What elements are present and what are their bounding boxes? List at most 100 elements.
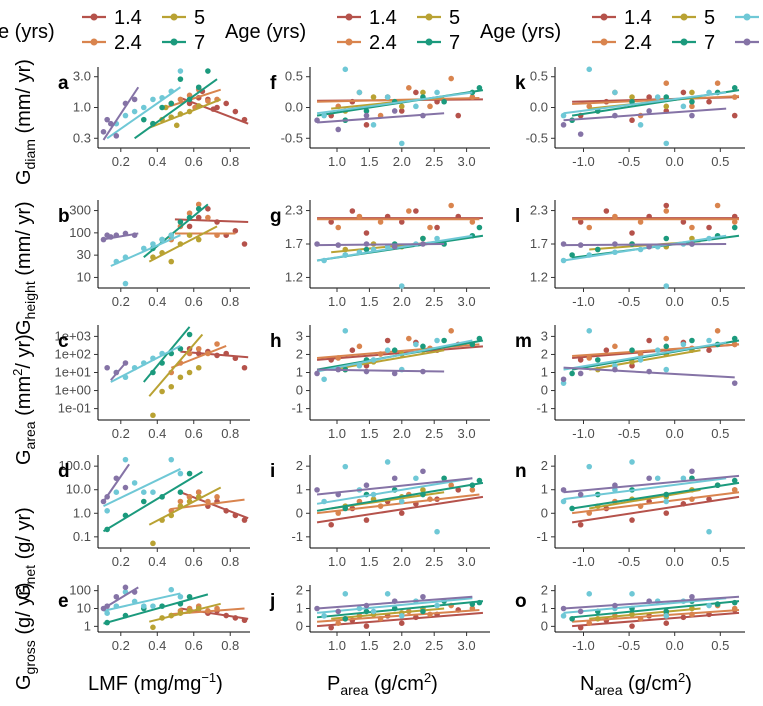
fit-line-5 xyxy=(148,98,222,129)
fit-line-2.4 xyxy=(317,97,480,103)
panel-l: -1.0 -0.5 0.0 0.5 1.2 1.7 2.3 l xyxy=(515,200,745,309)
y3-end: (mm xyxy=(13,376,35,422)
y-tick-label: 1.7 xyxy=(530,236,548,251)
x-tick-label: 1.0 xyxy=(328,426,346,441)
data-point-1.4 xyxy=(328,521,334,528)
data-point-1.4 xyxy=(603,347,610,354)
y-tick-label: -0.5 xyxy=(526,130,548,145)
fit-line-10 xyxy=(316,339,473,373)
data-point-5 xyxy=(177,374,184,381)
data-point-10 xyxy=(680,475,687,482)
data-point-15 xyxy=(314,487,320,493)
y-tick-label: 1 xyxy=(296,482,303,497)
data-point-10 xyxy=(654,475,661,482)
data-point-1.4 xyxy=(232,108,239,115)
data-point-10 xyxy=(654,347,661,354)
data-point-10 xyxy=(398,498,405,505)
x-mid-main: P xyxy=(327,673,340,695)
x-tick-label: 0.0 xyxy=(666,554,684,569)
data-point-10 xyxy=(104,508,110,514)
fit-line-10 xyxy=(106,86,181,140)
y-tick-label: 1e+03 xyxy=(54,328,91,343)
data-point-1.4 xyxy=(205,206,211,212)
data-point-10 xyxy=(560,112,567,119)
fit-line-2.4 xyxy=(571,491,740,515)
y-tick-label: 0.5 xyxy=(285,69,303,84)
data-point-2.4 xyxy=(586,620,593,626)
data-point-1.4 xyxy=(328,624,334,631)
y-tick-label: 1 xyxy=(541,482,548,497)
data-point-10 xyxy=(131,480,138,486)
data-point-10 xyxy=(629,591,635,597)
data-point-7 xyxy=(168,100,175,107)
y-axis-title-gdiam: Gdiam (mm/ yr) xyxy=(13,59,38,185)
data-point-15 xyxy=(577,491,584,498)
data-point-2.4 xyxy=(663,208,670,214)
x-tick-label: 0.2 xyxy=(112,294,130,309)
x-tick-label: 0.8 xyxy=(221,294,239,309)
x-right-sub: area xyxy=(594,682,622,698)
y-tick-label: 2 xyxy=(296,583,303,598)
data-point-2.4 xyxy=(586,224,593,231)
x-axis-title-lmf: LMF (mg/mg−1) xyxy=(88,670,223,695)
data-point-7 xyxy=(731,477,738,484)
data-point-5 xyxy=(168,383,175,390)
fit-line-7 xyxy=(316,600,484,619)
legend-key-1.4-dot xyxy=(90,13,98,21)
data-point-5 xyxy=(195,236,202,243)
x-tick-label: 0.4 xyxy=(148,554,166,569)
data-point-10 xyxy=(150,241,156,247)
y-tick-label: 10 xyxy=(77,269,91,284)
data-point-1.4 xyxy=(663,620,670,626)
x-tick-label: 0.2 xyxy=(112,426,130,441)
y-tick-label: 10 xyxy=(77,601,91,616)
data-point-1.4 xyxy=(577,521,584,528)
data-point-15 xyxy=(122,484,129,491)
y-tick-label: 0.3 xyxy=(73,130,91,145)
fit-line-15 xyxy=(563,366,735,379)
y-tick-label: 2 xyxy=(296,458,303,473)
data-point-15 xyxy=(104,364,110,371)
data-point-1.4 xyxy=(398,620,405,626)
data-point-7 xyxy=(476,477,483,484)
legend3-label-1.4: 1.4 xyxy=(624,7,652,29)
data-point-1.4 xyxy=(629,230,635,236)
data-point-7 xyxy=(363,246,370,253)
data-point-2.4 xyxy=(195,345,202,352)
data-point-10 xyxy=(654,94,661,100)
data-point-10 xyxy=(560,380,567,386)
x-tick-label: -1.0 xyxy=(572,294,594,309)
legend3-key-10-dot xyxy=(743,13,751,21)
fit-line-5 xyxy=(589,488,701,510)
data-point-2.4 xyxy=(731,219,738,225)
data-point-2.4 xyxy=(427,224,433,231)
x-tick-label: 1.0 xyxy=(328,294,346,309)
data-point-5 xyxy=(629,94,635,100)
y3-sup: 2 xyxy=(10,369,25,376)
y-axis-title-gnet: Gnet (g/ yr) xyxy=(13,507,38,600)
fit-line-7 xyxy=(102,470,203,533)
data-point-2.4 xyxy=(177,498,184,505)
data-point-1.4 xyxy=(398,510,405,516)
data-point-1.4 xyxy=(363,517,370,523)
y-tick-label: 1.2 xyxy=(285,269,303,284)
fit-line-1.4 xyxy=(316,611,484,628)
fit-line-15 xyxy=(563,595,740,610)
data-point-2.4 xyxy=(406,335,412,342)
x-tick-label: 0.5 xyxy=(711,426,729,441)
data-point-7 xyxy=(569,505,575,512)
fit-line-10 xyxy=(110,234,181,267)
data-point-10 xyxy=(384,591,391,597)
x-tick-label: 0.4 xyxy=(148,294,166,309)
y3-sub: area xyxy=(22,421,38,449)
data-point-1.4 xyxy=(603,208,610,214)
data-point-10 xyxy=(140,603,147,609)
data-point-7 xyxy=(569,252,575,258)
x-tick-label: -0.5 xyxy=(618,554,640,569)
data-point-10 xyxy=(560,498,567,505)
data-point-7 xyxy=(731,335,738,342)
data-point-7 xyxy=(629,98,635,105)
legend-2: Age (yrs) 1.4 2.4 5 7 xyxy=(225,7,460,54)
data-point-5 xyxy=(370,94,377,100)
